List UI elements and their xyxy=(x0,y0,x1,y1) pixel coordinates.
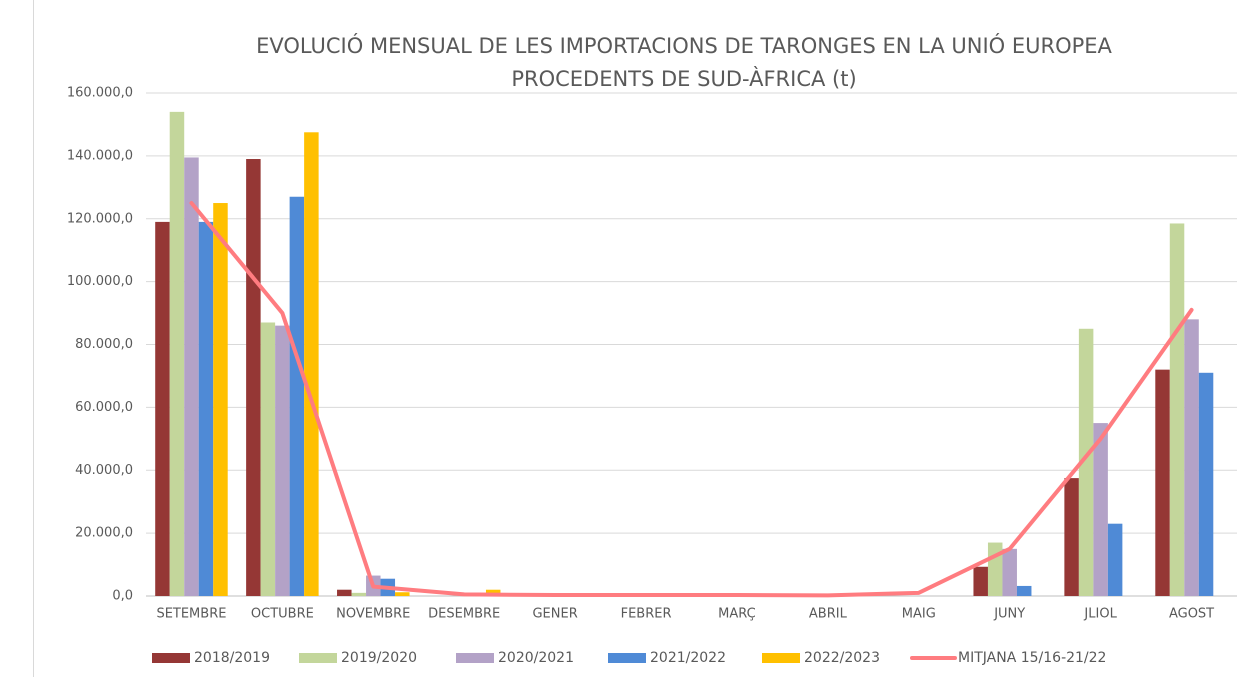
chart-title: EVOLUCIÓ MENSUAL DE LES IMPORTACIONS DE … xyxy=(256,33,1112,58)
bar xyxy=(1198,372,1214,596)
bar xyxy=(1064,478,1079,596)
x-tick-label: NOVEMBRE xyxy=(336,607,410,622)
legend-label: 2022/2023 xyxy=(804,650,880,666)
bar xyxy=(1078,328,1094,596)
x-tick-label: JUNY xyxy=(993,607,1025,622)
legend-label: MITJANA 15/16-21/22 xyxy=(958,650,1106,666)
legend-label: 2018/2019 xyxy=(194,650,270,666)
x-tick-label: SETEMBRE xyxy=(156,607,226,622)
bar xyxy=(1155,369,1170,596)
bar xyxy=(169,111,185,597)
legend-swatch xyxy=(456,653,494,663)
bar xyxy=(155,221,170,597)
y-tick-label: 80.000,0 xyxy=(75,337,133,352)
x-tick-label: OCTUBRE xyxy=(251,607,314,622)
y-tick-label: 120.000,0 xyxy=(67,211,133,226)
legend-swatch xyxy=(152,653,190,663)
bar xyxy=(289,196,305,596)
chart-border xyxy=(33,0,34,677)
bar xyxy=(275,325,290,596)
bar xyxy=(337,589,352,596)
legend-swatch xyxy=(608,653,646,663)
legend-label: 2021/2022 xyxy=(650,650,726,666)
bar xyxy=(198,221,214,597)
legend-label: 2020/2021 xyxy=(498,650,574,666)
legend-swatch xyxy=(762,653,800,663)
legend-label: 2019/2020 xyxy=(341,650,417,666)
x-tick-label: DESEMBRE xyxy=(428,607,500,622)
y-tick-label: 160.000,0 xyxy=(67,86,133,101)
bar xyxy=(1107,523,1123,596)
y-tick-label: 40.000,0 xyxy=(75,463,133,478)
x-tick-label: JLIOL xyxy=(1083,607,1117,622)
chart-title: PROCEDENTS DE SUD-ÀFRICA (t) xyxy=(511,66,856,91)
bar xyxy=(213,203,228,596)
y-tick-label: 140.000,0 xyxy=(67,148,133,163)
bar xyxy=(351,592,367,596)
bar xyxy=(1002,548,1017,596)
bar xyxy=(260,322,276,596)
y-tick-label: 60.000,0 xyxy=(75,400,133,415)
x-tick-label: MARÇ xyxy=(718,607,756,622)
bar xyxy=(1093,423,1108,596)
bar xyxy=(304,132,319,596)
bar xyxy=(1016,585,1032,596)
legend-swatch xyxy=(299,653,337,663)
bar xyxy=(184,157,199,596)
y-tick-label: 0,0 xyxy=(112,589,133,604)
bar xyxy=(395,592,410,596)
y-tick-label: 100.000,0 xyxy=(67,274,133,289)
x-tick-label: MAIG xyxy=(902,607,936,622)
x-tick-label: GENER xyxy=(532,607,577,622)
bar xyxy=(1169,223,1185,596)
y-tick-label: 20.000,0 xyxy=(75,526,133,541)
bar xyxy=(1184,319,1199,596)
line-series xyxy=(189,201,1194,598)
bar xyxy=(987,542,1003,596)
bar xyxy=(973,566,988,596)
x-tick-label: AGOST xyxy=(1169,607,1214,622)
x-tick-label: ABRIL xyxy=(809,607,848,622)
x-tick-label: FEBRER xyxy=(621,607,672,622)
bar xyxy=(246,159,261,597)
